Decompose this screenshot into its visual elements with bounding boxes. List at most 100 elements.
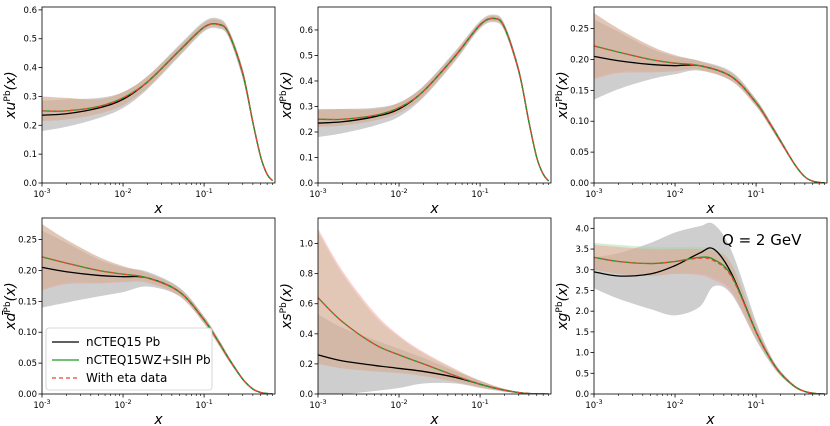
plot-area-u (42, 17, 274, 182)
xtick-label-exp-ubar-0: -3 (596, 187, 602, 195)
ylabel-base-d: xd (279, 101, 295, 119)
xtick-label-u-2: 10-1 (195, 187, 212, 200)
xtick-label-base-dbar-2: 10 (195, 401, 206, 411)
ytick-label-d-4: 0.4 (299, 77, 313, 87)
ytick-label-g-5: 2.5 (575, 286, 589, 296)
ytick-label-d-1: 0.1 (299, 153, 313, 163)
xtick-label-base-ubar-0: 10 (585, 190, 596, 200)
xtick-label-base-d-1: 10 (390, 190, 401, 200)
ytick-label-dbar-1: 0.05 (18, 359, 37, 369)
xtick-label-exp-u-1: -2 (125, 187, 131, 195)
xtick-label-base-u-1: 10 (114, 190, 125, 200)
band-nctq-g (594, 222, 825, 394)
ylabel-s: xsPb(x) (279, 283, 295, 330)
xtick-label-s-2: 10-1 (471, 398, 488, 411)
xtick-label-exp-s-1: -2 (401, 398, 407, 406)
panel-d: 0.00.10.20.30.40.50.610-3 10-2 10-1xxdPb(x… (279, 6, 552, 217)
ytick-label-g-6: 3.0 (575, 266, 589, 276)
axes-frame-u (41, 6, 276, 184)
xtick-label-exp-s-2: -1 (482, 398, 488, 406)
ytick-label-dbar-5: 0.25 (18, 236, 37, 246)
band-eta-g (594, 244, 825, 394)
legend-frame (45, 327, 213, 391)
legend-label-nctq: nCTEQ15 Pb (86, 335, 160, 349)
ytick-label-dbar-3: 0.15 (18, 297, 37, 307)
ylabel-tail-u: (x) (3, 71, 19, 90)
ylabel-tail-g: (x) (555, 282, 571, 301)
xtick-label-base-ubar-1: 10 (666, 190, 677, 200)
legend: nCTEQ15 Pb nCTEQ15WZ+SIH Pb With eta dat… (45, 327, 213, 391)
q-annotation: Q = 2 GeV (722, 231, 802, 249)
xtick-label-base-g-2: 10 (747, 401, 758, 411)
band-wz-g (594, 242, 825, 394)
xtick-label-exp-ubar-1: -2 (677, 187, 683, 195)
band-eta-ubar (594, 13, 825, 183)
ytick-label-s-4: 0.8 (299, 270, 313, 280)
line-eta-ubar (594, 45, 825, 183)
xtick-label-base-dbar-1: 10 (114, 401, 125, 411)
axes-frame-ubar (593, 6, 828, 184)
ylabel-sup-g: Pb (555, 301, 565, 312)
ytick-label-u-1: 0.1 (23, 150, 37, 160)
ylabel-base-u: xu (3, 101, 19, 119)
line-eta-g (594, 256, 825, 394)
xtick-label-base-g-1: 10 (666, 401, 677, 411)
ytick-label-g-7: 3.5 (575, 245, 589, 255)
ytick-label-d-3: 0.3 (299, 102, 313, 112)
ytick-label-ubar-2: 0.10 (570, 117, 589, 127)
ytick-label-g-2: 1.0 (575, 349, 589, 359)
xtick-label-ubar-2: 10-1 (747, 187, 764, 200)
band-nctq-s (318, 314, 549, 394)
ylabel-d: xdPb(x) (279, 71, 295, 120)
ylabel-base-dbar: xd̄ (1, 310, 19, 331)
xlabel-d: x (429, 201, 439, 217)
axes-frame-g (593, 217, 828, 395)
ytick-label-d-0: 0.0 (299, 179, 313, 189)
ytick-label-ubar-0: 0.00 (570, 179, 589, 189)
ytick-label-u-2: 0.2 (23, 121, 37, 131)
ylabel-sup-s: Pb (279, 302, 289, 313)
band-wz-s (318, 231, 549, 394)
ytick-label-u-3: 0.3 (23, 92, 37, 102)
plot-area-ubar (594, 13, 825, 183)
xtick-label-dbar-2: 10-1 (195, 398, 212, 411)
ylabel-tail-ubar: (x) (555, 71, 571, 90)
panel-u: 0.00.10.20.30.40.50.610-3 10-2 10-1xxuPb(x… (3, 6, 276, 217)
xtick-label-exp-d-0: -3 (320, 187, 326, 195)
ytick-label-s-1: 0.2 (299, 360, 313, 370)
ylabel-ubar: xūPb(x) (555, 71, 571, 120)
xlabel-u: x (153, 201, 163, 217)
xlabel-s: x (429, 412, 439, 426)
ytick-label-g-8: 4.0 (575, 224, 589, 234)
legend-label-eta: With eta data (86, 371, 167, 385)
xtick-label-base-s-1: 10 (390, 401, 401, 411)
xtick-label-exp-s-0: -3 (320, 398, 326, 406)
xtick-label-dbar-1: 10-2 (114, 398, 131, 411)
legend-label-wz: nCTEQ15WZ+SIH Pb (86, 353, 211, 367)
xlabel-dbar: x (153, 412, 163, 426)
xtick-label-exp-g-1: -2 (677, 398, 683, 406)
xtick-label-ubar-1: 10-2 (666, 187, 683, 200)
axes-frame-dbar (41, 217, 276, 395)
axes-frame-d (317, 6, 552, 184)
ytick-label-d-2: 0.2 (299, 128, 313, 138)
xtick-label-u-1: 10-2 (114, 187, 131, 200)
xtick-label-base-s-0: 10 (309, 401, 320, 411)
ylabel-base-s: xs (279, 313, 295, 330)
band-wz-u (42, 19, 273, 181)
xtick-label-base-g-0: 10 (585, 401, 596, 411)
band-eta-s (318, 228, 549, 394)
xtick-label-u-0: 10-3 (33, 187, 50, 200)
band-eta-u (42, 19, 273, 181)
xtick-label-exp-dbar-2: -1 (206, 398, 212, 406)
plot-area-d (318, 14, 550, 182)
ylabel-g: xgPb(x) (555, 282, 571, 331)
ylabel-tail-dbar: (x) (3, 282, 19, 301)
ytick-label-g-0: 0.0 (575, 390, 589, 400)
xtick-label-dbar-0: 10-3 (33, 398, 50, 411)
ytick-label-s-3: 0.6 (299, 300, 313, 310)
ylabel-tail-s: (x) (279, 283, 295, 302)
